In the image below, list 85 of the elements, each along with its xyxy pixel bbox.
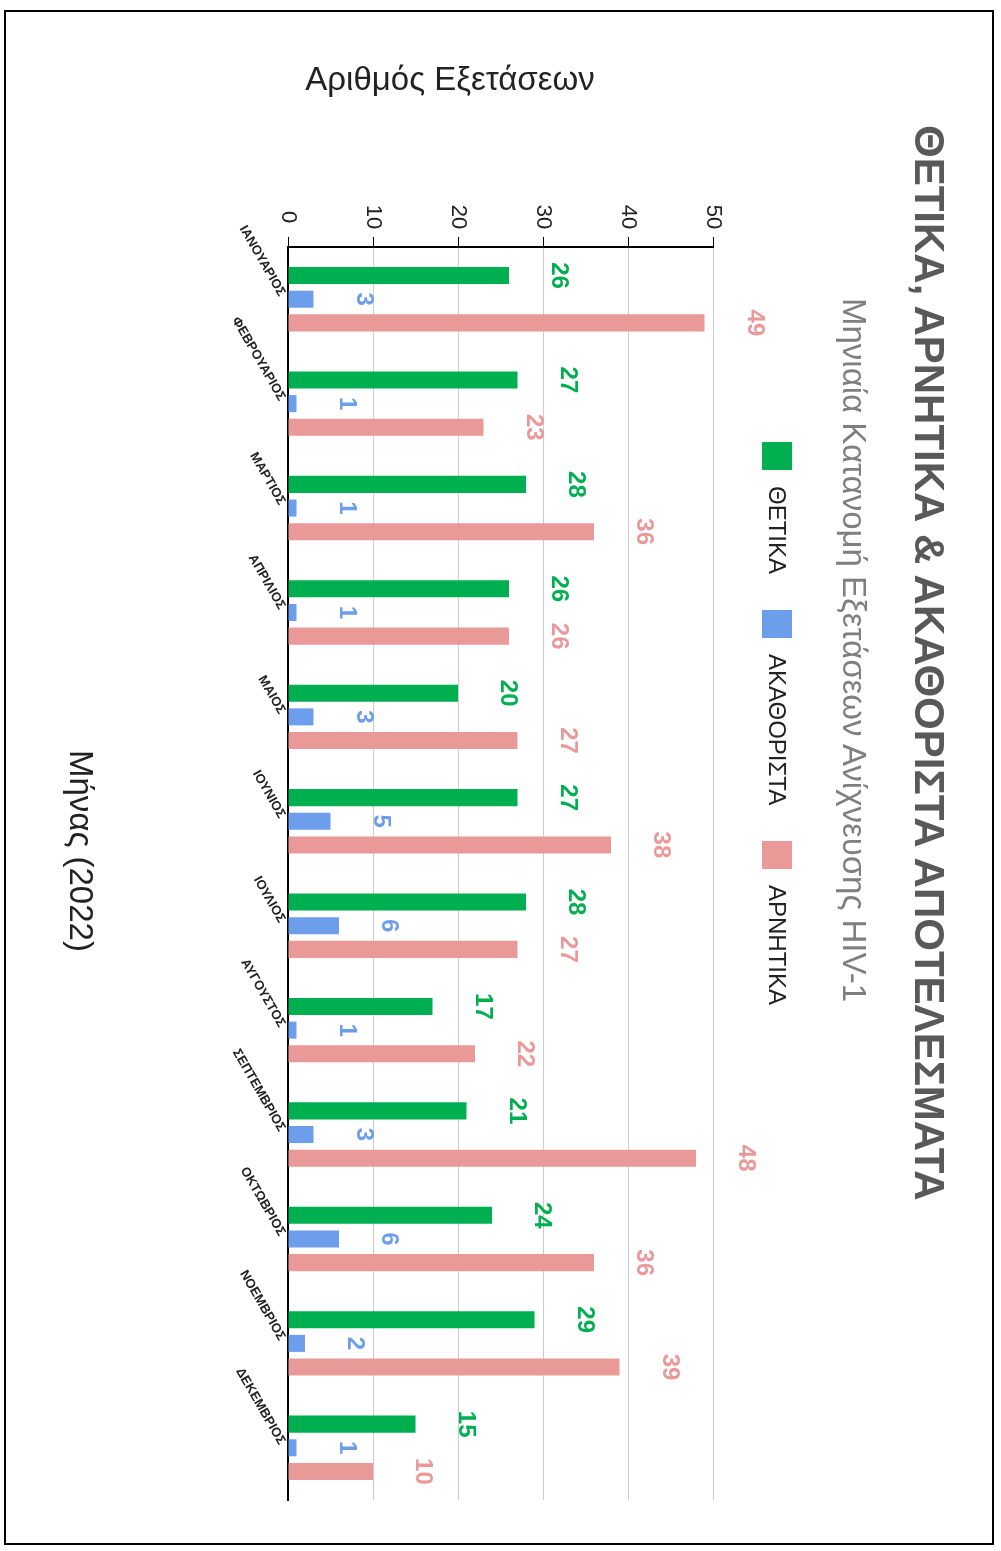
data-label: 36 <box>632 1249 660 1276</box>
bar <box>288 627 509 645</box>
bar <box>288 1021 297 1039</box>
data-label: 1 <box>334 1441 362 1455</box>
bar <box>288 708 314 726</box>
bar <box>288 1126 314 1144</box>
bar <box>288 580 509 598</box>
data-label: 1 <box>334 396 362 411</box>
data-label: 26 <box>547 262 575 289</box>
bar <box>288 1311 535 1329</box>
bar <box>288 893 526 911</box>
data-label: 23 <box>521 413 549 441</box>
data-label: 36 <box>632 518 660 546</box>
x-tick-label: 0 <box>276 210 302 224</box>
data-label: 1 <box>334 1023 362 1037</box>
bar <box>288 940 518 958</box>
bar <box>288 789 518 807</box>
bar <box>288 997 433 1015</box>
x-tick-label: 50 <box>701 204 727 230</box>
bar <box>288 314 705 332</box>
bar <box>288 371 518 389</box>
data-label: 48 <box>734 1144 762 1172</box>
data-label: 3 <box>351 710 379 724</box>
bar <box>288 1206 492 1224</box>
text: Μηνιαία Κατανομή Εξετάσεων Ανίχνευσης HIV-1 <box>835 298 873 1003</box>
data-label: 20 <box>496 679 524 707</box>
bar <box>288 836 611 854</box>
data-label: 27 <box>555 784 583 811</box>
data-label: 3 <box>351 1127 379 1142</box>
bar <box>288 475 526 493</box>
bar <box>288 732 518 750</box>
data-label: 38 <box>649 831 677 859</box>
x-axis-title: Αριθμός Εξετάσεων <box>304 60 596 98</box>
legend-label: ΑΡΝΗΤΙΚΑ <box>763 885 791 1006</box>
legend-label: ΘΕΤΙΚΑ <box>763 486 791 575</box>
data-label: 2 <box>343 1336 371 1351</box>
bar <box>288 1358 620 1376</box>
x-tick-label: 10 <box>361 204 387 230</box>
bar <box>288 1439 297 1457</box>
x-tick-label: 20 <box>446 204 472 230</box>
bar <box>288 603 297 621</box>
data-label: 49 <box>742 309 770 337</box>
bar <box>288 812 331 830</box>
data-label: 21 <box>504 1097 532 1125</box>
data-label: 10 <box>411 1458 439 1485</box>
bar <box>288 1462 373 1480</box>
data-label: 28 <box>564 471 592 498</box>
data-label: 27 <box>555 936 583 963</box>
bar <box>288 290 314 308</box>
y-axis-title: Μήνας (2022) <box>62 750 100 952</box>
bar <box>288 1102 467 1120</box>
data-label: 17 <box>470 993 498 1020</box>
legend-label: ΑΚΑΘΟΡΙΣΤΑ <box>763 654 791 806</box>
bar <box>288 523 594 541</box>
bar <box>288 499 297 517</box>
x-tick-label: 30 <box>531 204 557 230</box>
data-label: 1 <box>334 501 362 515</box>
data-label: 26 <box>547 622 575 650</box>
data-label: 29 <box>572 1306 600 1334</box>
data-label: 27 <box>555 727 583 754</box>
data-label: 1 <box>334 605 362 620</box>
data-label: 39 <box>657 1353 685 1381</box>
x-tick-label: 40 <box>616 204 642 230</box>
data-label: 5 <box>368 814 396 828</box>
data-label: 15 <box>453 1410 481 1438</box>
data-label: 22 <box>513 1040 541 1068</box>
bar <box>288 1149 696 1167</box>
data-label: 24 <box>530 1201 558 1230</box>
bar <box>288 267 509 285</box>
text: ΘΕΤΙΚΑ, ΑΡΝΗΤΙΚΑ & ΑΚΑΘΟΡΙΣΤΑ ΑΠΟΤΕΛΕΣΜΑΤΑ <box>905 125 953 1201</box>
data-label: 26 <box>547 575 575 603</box>
data-label: 6 <box>377 919 405 933</box>
data-label: 3 <box>351 292 379 306</box>
data-label: 27 <box>555 366 583 394</box>
bar <box>288 395 297 413</box>
bar <box>288 1334 305 1352</box>
bar <box>288 1045 475 1063</box>
data-label: 28 <box>564 888 592 916</box>
bar <box>288 684 458 702</box>
data-label: 6 <box>377 1232 405 1246</box>
bar <box>288 418 484 436</box>
bar <box>288 1230 339 1248</box>
bar <box>288 917 339 935</box>
bar <box>288 1415 416 1433</box>
bar <box>288 1254 594 1272</box>
